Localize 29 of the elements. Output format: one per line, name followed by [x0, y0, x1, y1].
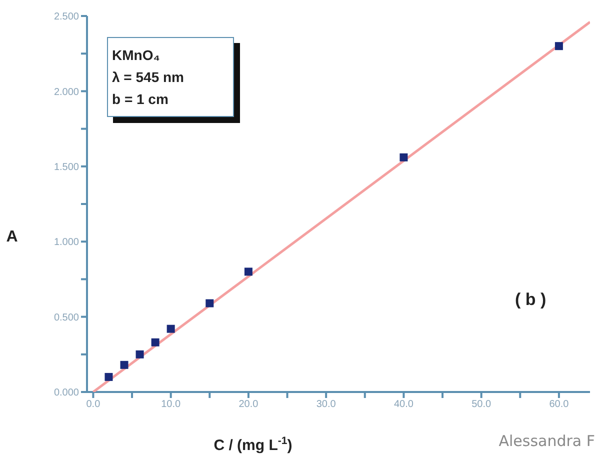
point — [151, 338, 160, 346]
x-tick-label: 50.0 — [472, 399, 492, 410]
point — [166, 324, 175, 333]
x-tick-label: 10.0 — [161, 399, 181, 410]
x-axis-title: C / (mg L$^{-1}$) — [214, 435, 292, 454]
y-tick-label: 2.000 — [54, 86, 80, 98]
annotation: λ = 545 nm — [112, 68, 185, 87]
text: Alessandra F — [498, 432, 595, 450]
annotation: KMnO₄ — [112, 46, 161, 65]
y-tick-label: 1.000 — [54, 237, 80, 248]
x-tick-label: 0.0 — [86, 399, 101, 410]
point — [104, 372, 113, 381]
point — [400, 153, 408, 162]
point — [244, 268, 252, 276]
point — [554, 42, 563, 50]
y-tick-label: 1.500 — [54, 162, 80, 173]
y-tick-label: 0.000 — [54, 388, 80, 399]
y-tick-label: 2.500 — [54, 12, 80, 23]
point — [206, 299, 214, 308]
x-tick-label: 40.0 — [394, 399, 414, 410]
x-tick-label: 20.0 — [238, 399, 259, 410]
x-tick-label: 60.0 — [549, 399, 570, 410]
annotation: b = 1 cm — [112, 90, 170, 109]
x-tick-label: 30.0 — [316, 399, 336, 410]
annotation: ( b ) — [515, 290, 546, 310]
y-axis-title: A — [6, 228, 18, 246]
point — [120, 360, 128, 369]
y-tick-label: 0.500 — [54, 312, 80, 324]
point — [136, 350, 144, 358]
